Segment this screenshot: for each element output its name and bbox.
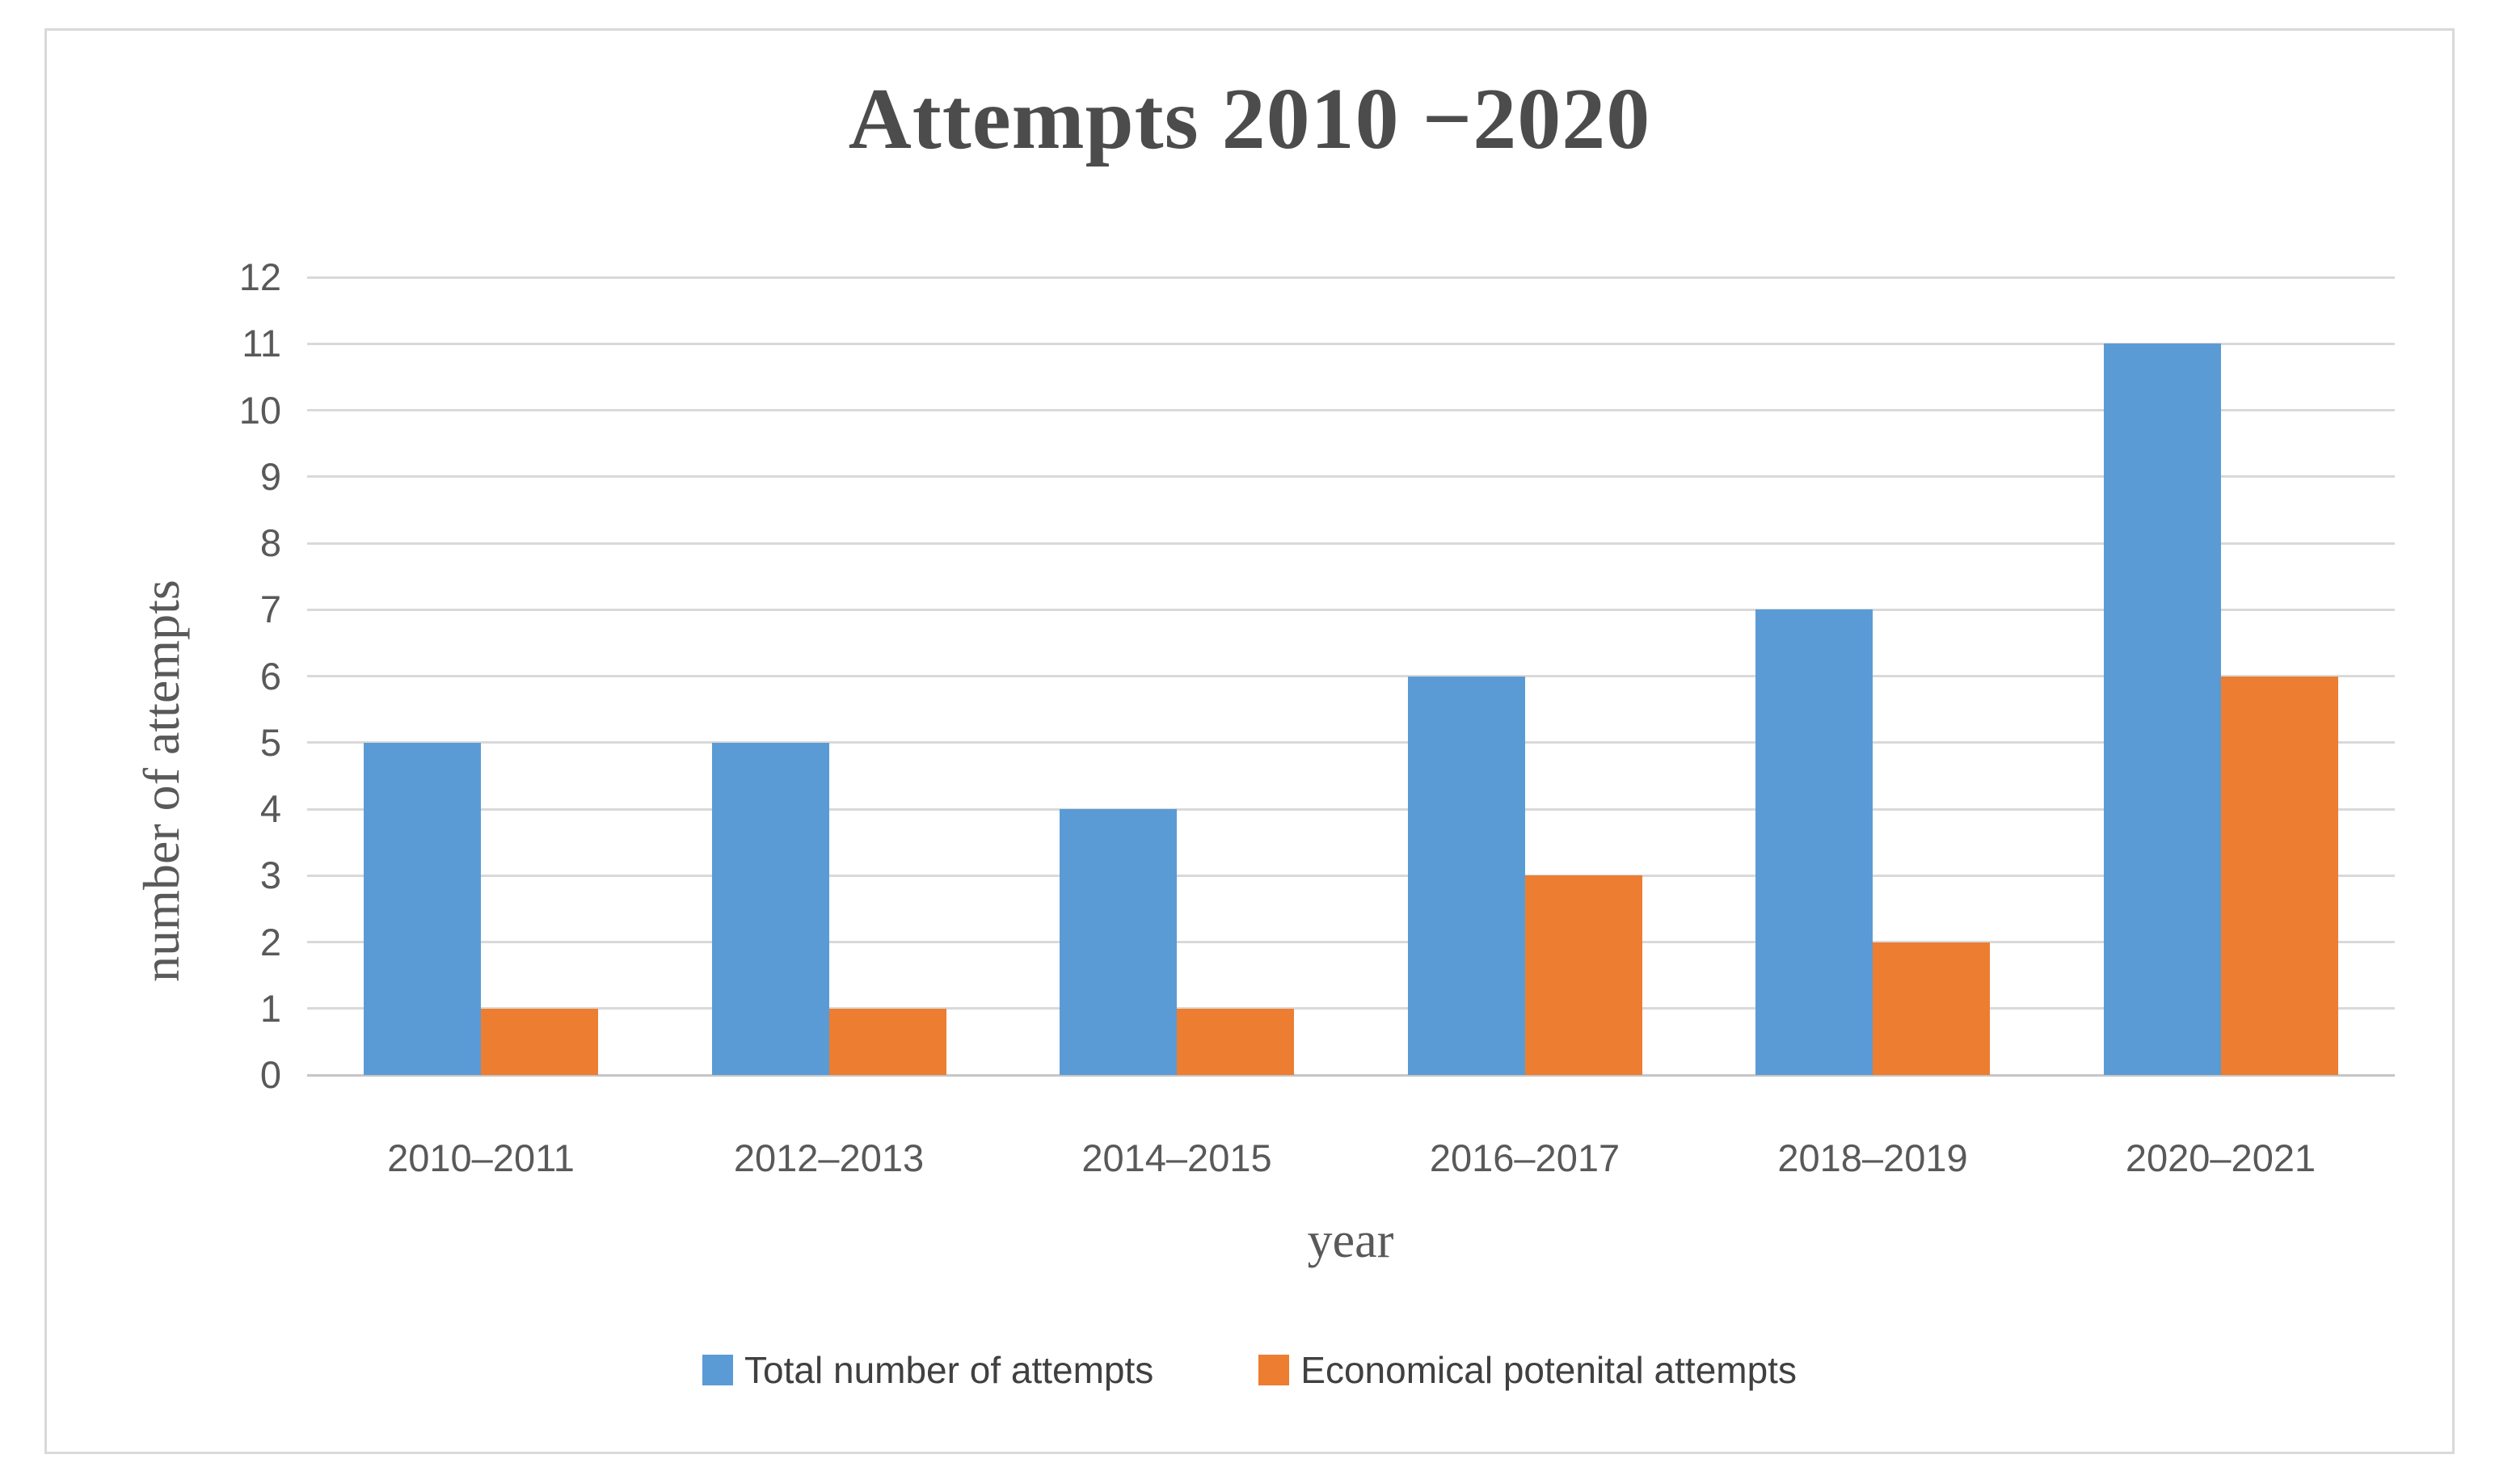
legend-swatch xyxy=(1258,1355,1290,1385)
total-bar xyxy=(1407,676,1525,1075)
total-bar xyxy=(1060,809,1178,1075)
economical-bar xyxy=(1177,1008,1295,1075)
total-bar xyxy=(2103,344,2221,1075)
plot-area: 0 1 2 3 4 5 6 7 8 9 10 11 12 2010–2011 2012–2013 2014–2… xyxy=(239,258,2395,1179)
y-tick-label: 4 xyxy=(259,787,281,830)
x-tick-label: 2020–2021 xyxy=(2125,1136,2316,1179)
x-tick-label: 2010–2011 xyxy=(387,1136,575,1179)
y-tick-label: 5 xyxy=(259,720,281,764)
gridline xyxy=(307,1073,2395,1077)
y-tick-label: 1 xyxy=(259,986,281,1030)
gridline xyxy=(307,475,2395,479)
y-tick-label: 3 xyxy=(259,854,281,897)
economical-bar xyxy=(1873,942,1991,1075)
gridline xyxy=(307,608,2395,611)
gridline xyxy=(307,941,2395,943)
economical-bar xyxy=(2220,676,2338,1075)
gridline xyxy=(307,276,2395,279)
gridline xyxy=(307,741,2395,744)
gridline xyxy=(307,675,2395,677)
gridline xyxy=(307,807,2395,811)
chart-title: Attempts 2010 −2020 xyxy=(848,71,1651,167)
gridline xyxy=(307,542,2395,545)
legend-item: Economical potenital attempts xyxy=(1258,1348,1797,1392)
y-tick-label: 10 xyxy=(238,388,281,432)
x-tick-label: 2012–2013 xyxy=(733,1136,925,1179)
economical-bar xyxy=(828,1008,946,1075)
total-bar xyxy=(1755,609,1873,1075)
economical-bar xyxy=(481,1008,599,1075)
y-tick-label: 6 xyxy=(259,654,281,698)
legend-label: Total number of attempts xyxy=(744,1349,1154,1391)
gridline xyxy=(307,342,2395,345)
legend-swatch xyxy=(702,1355,734,1385)
x-axis-title: year xyxy=(1307,1213,1394,1268)
y-tick-label: 7 xyxy=(259,588,281,631)
legend: Total number of attempts Economical poten… xyxy=(47,1348,2452,1392)
y-axis-title: number of attempts xyxy=(133,580,190,982)
gridline xyxy=(307,874,2395,877)
y-tick-label: 12 xyxy=(238,255,281,298)
legend-label: Economical potenital attempts xyxy=(1300,1349,1797,1391)
x-tick-label: 2014–2015 xyxy=(1081,1136,1272,1179)
y-tick-label: 8 xyxy=(259,521,281,564)
legend-item: Total number of attempts xyxy=(702,1348,1153,1392)
y-tick-label: 11 xyxy=(242,322,281,365)
x-tick-label: 2018–2019 xyxy=(1777,1136,1968,1179)
total-bar xyxy=(711,742,829,1075)
y-tick-label: 2 xyxy=(259,920,281,963)
total-bar xyxy=(364,742,482,1075)
y-tick-label: 9 xyxy=(259,454,281,498)
gridline xyxy=(307,409,2395,411)
gridline xyxy=(307,1007,2395,1010)
y-tick-label: 0 xyxy=(259,1053,281,1096)
x-tick-label: 2016–2017 xyxy=(1429,1136,1620,1179)
chart-frame: Attempts 2010 −2020 number of attempts 0… xyxy=(44,28,2455,1454)
economical-bar xyxy=(1524,875,1642,1075)
